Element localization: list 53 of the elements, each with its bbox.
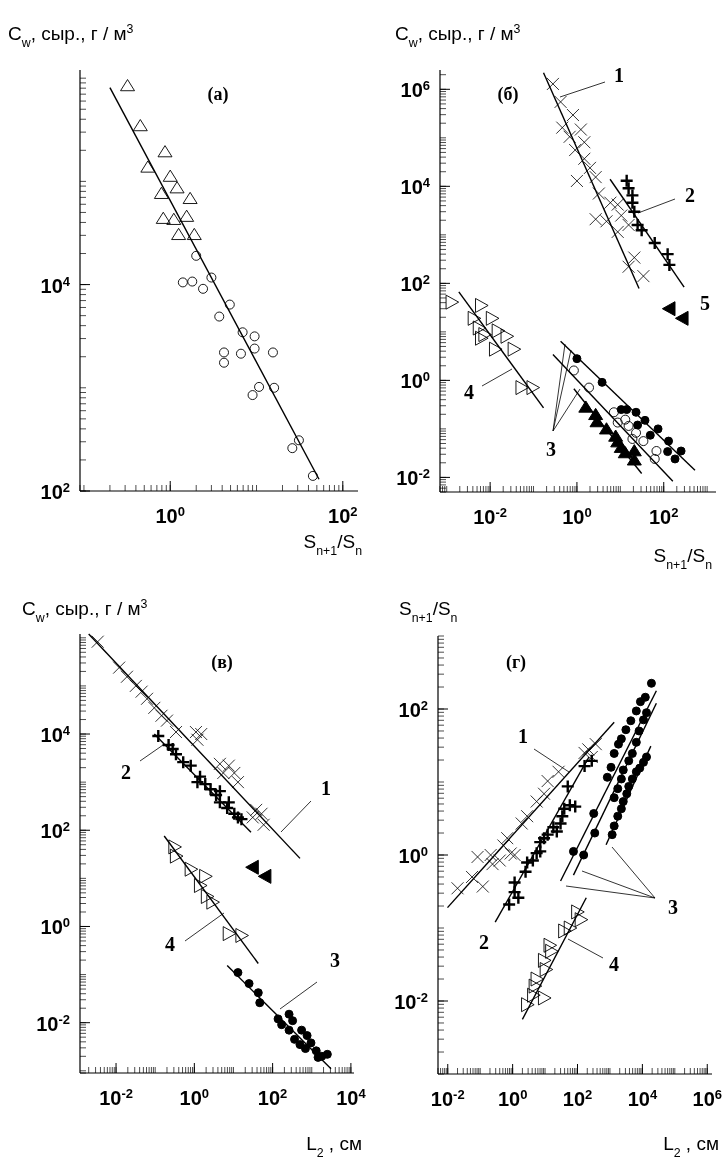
series-label: 4 (165, 933, 175, 955)
y-tick-label: 10$^{-2}$ (394, 989, 428, 1013)
x-tick-label: 10$^{-2}$ (473, 504, 508, 528)
y-tick-label: 10$^{4}$ (40, 273, 71, 297)
y-tick-label: 10$^{0}$ (398, 843, 428, 867)
x-tick-label: 10$^{4}$ (627, 1086, 658, 1110)
x-tick-label: 10$^{2}$ (649, 504, 679, 528)
y-axis-title: C$_{w}$, сыр., г / м$^{3}$ (8, 22, 134, 50)
y-tick-label: 10$^{2}$ (40, 479, 70, 503)
text: 1 (614, 64, 624, 86)
text: 1 (321, 777, 331, 799)
series-label: 2 (121, 761, 131, 783)
y-tick-label: 10$^{0}$ (40, 914, 70, 939)
x-axis-title: L$_{2}$ , см (663, 1133, 719, 1160)
x-tick-label: 10$^{0}$ (497, 1086, 528, 1110)
x-tick-label: 10$^{0}$ (155, 503, 185, 527)
y-axis-title: C$_{w}$, сыр., г / м$^{3}$ (22, 597, 148, 625)
text: 3 (546, 438, 556, 460)
y-tick-label: 10$^{2}$ (398, 697, 428, 721)
series-label: 1 (518, 725, 528, 747)
series-label: 4 (464, 381, 474, 403)
text: (б) (497, 84, 519, 105)
y-tick-label: 10$^{6}$ (400, 77, 430, 102)
x-tick-label: 10$^{0}$ (179, 1085, 210, 1109)
y-tick-label: 10$^{2}$ (400, 271, 430, 296)
x-axis-title: S$_{n+1}$/S$_{n}$ (653, 545, 713, 572)
text: (г) (505, 652, 527, 673)
text: (а) (207, 84, 229, 105)
x-tick-label: 10$^{-2}$ (430, 1086, 465, 1110)
y-tick-label: 10$^{4}$ (40, 722, 71, 747)
y-tick-label: 10$^{2}$ (40, 818, 70, 843)
x-tick-label: 10$^{2}$ (562, 1086, 593, 1110)
series-label: 5 (700, 292, 710, 314)
text: (в) (211, 652, 233, 673)
y-tick-label: 10$^{-2}$ (396, 465, 430, 490)
series-label: 4 (609, 953, 619, 975)
x-tick-label: 10$^{2}$ (257, 1085, 288, 1109)
legend-label: 2 (685, 184, 695, 206)
y-axis-title: C$_{w}$, сыр., г / м$^{3}$ (395, 22, 521, 50)
y-axis-title: S$_{n+1}$/S$_{n}$ (399, 598, 458, 625)
series-label: 2 (479, 931, 489, 953)
text: 3 (330, 949, 340, 971)
y-tick-label: 10$^{4}$ (400, 174, 431, 199)
x-tick-label: 10$^{6}$ (692, 1086, 722, 1110)
x-axis-title: L$_{2}$ , см (306, 1133, 362, 1160)
y-tick-label: 10$^{-2}$ (36, 1011, 70, 1035)
x-tick-label: 10$^{0}$ (562, 504, 592, 528)
y-tick-label: 10$^{0}$ (400, 368, 430, 393)
x-tick-label: 10$^{4}$ (336, 1085, 367, 1109)
x-tick-label: 10$^{2}$ (328, 503, 358, 527)
x-axis-title: S$_{n+1}$/S$_{n}$ (303, 531, 363, 558)
x-tick-label: 10$^{-2}$ (99, 1085, 133, 1109)
text: 3 (668, 896, 678, 918)
